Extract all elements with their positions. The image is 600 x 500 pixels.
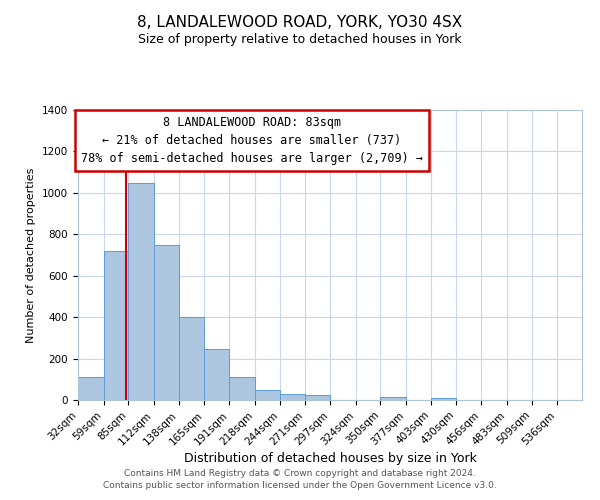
Bar [255, 390, 280, 400]
Text: Contains HM Land Registry data © Crown copyright and database right 2024.: Contains HM Land Registry data © Crown c… [124, 468, 476, 477]
Bar [229, 377, 255, 400]
Text: Size of property relative to detached houses in York: Size of property relative to detached ho… [138, 32, 462, 46]
Bar [380, 397, 406, 400]
X-axis label: Distribution of detached houses by size in York: Distribution of detached houses by size … [184, 452, 476, 465]
Bar [104, 251, 128, 400]
Bar [280, 394, 305, 400]
Y-axis label: Number of detached properties: Number of detached properties [26, 168, 37, 342]
Bar [305, 395, 330, 400]
Text: 8 LANDALEWOOD ROAD: 83sqm
← 21% of detached houses are smaller (737)
78% of semi: 8 LANDALEWOOD ROAD: 83sqm ← 21% of detac… [81, 116, 423, 165]
Bar [431, 398, 457, 400]
Bar [78, 377, 104, 400]
Bar [205, 349, 229, 400]
Bar [128, 182, 154, 400]
Bar [154, 244, 179, 400]
Text: Contains public sector information licensed under the Open Government Licence v3: Contains public sector information licen… [103, 481, 497, 490]
Bar [179, 317, 205, 400]
Text: 8, LANDALEWOOD ROAD, YORK, YO30 4SX: 8, LANDALEWOOD ROAD, YORK, YO30 4SX [137, 15, 463, 30]
